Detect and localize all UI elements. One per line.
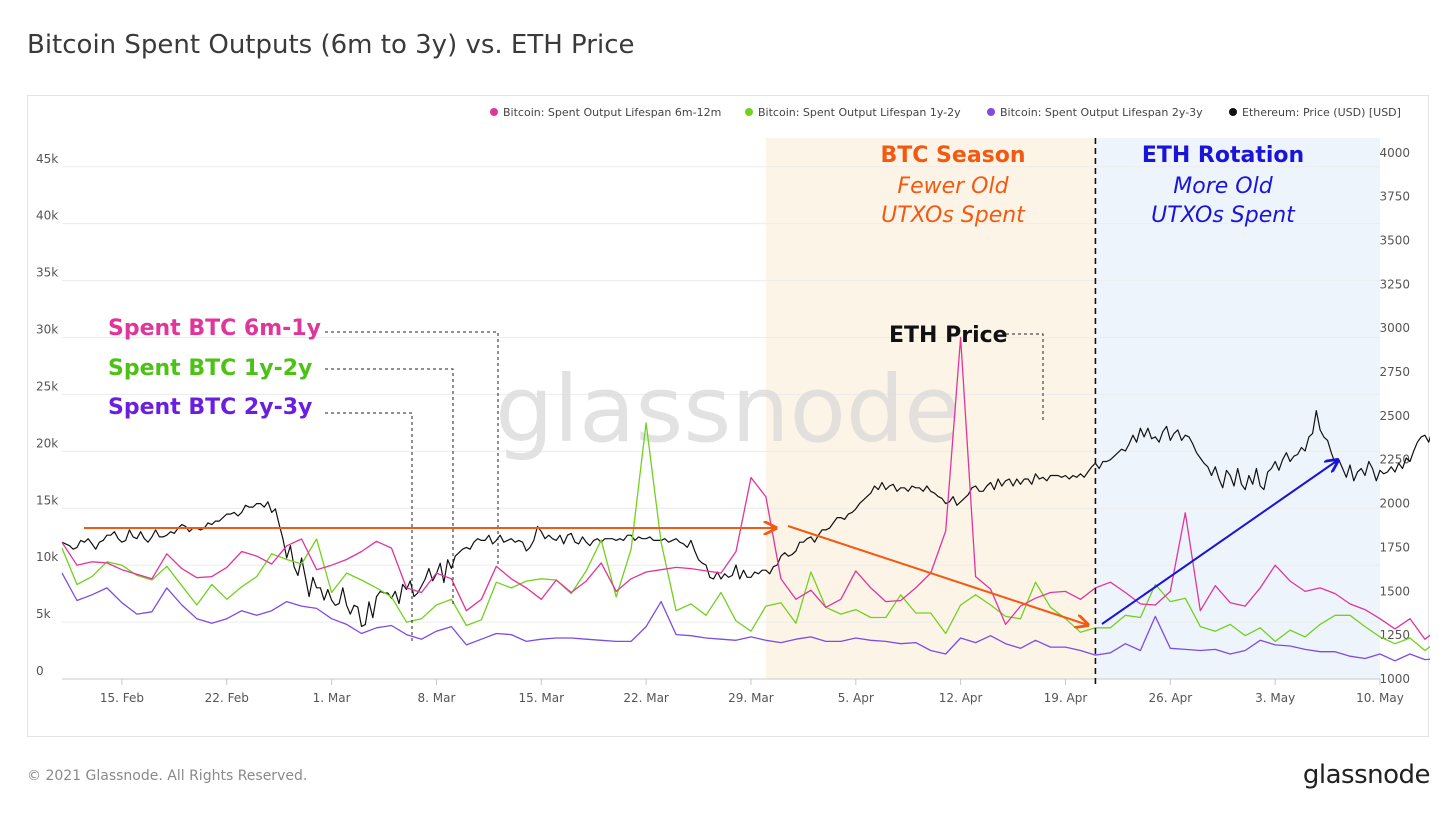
shaded-region-eth-rotation <box>1095 138 1380 679</box>
x-tick-label: 26. Apr <box>1148 691 1192 705</box>
page-title: Bitcoin Spent Outputs (6m to 3y) vs. ETH… <box>27 30 635 60</box>
y-left-tick-label: 20k <box>36 436 58 450</box>
y-right-tick-label: 3500 <box>1379 233 1410 247</box>
legend-swatch <box>490 108 498 116</box>
legend-item[interactable]: Bitcoin: Spent Output Lifespan 2y-3y <box>987 106 1203 119</box>
y-right-tick-label: 3250 <box>1379 277 1410 291</box>
footer-copyright: © 2021 Glassnode. All Rights Reserved. <box>27 768 308 784</box>
callout-line-eth-price <box>1006 333 1044 421</box>
y-left-tick-label: 35k <box>36 266 58 280</box>
legend-swatch <box>745 108 753 116</box>
x-tick-label: 22. Mar <box>623 691 669 705</box>
btc-season-line2: UTXOs Spent <box>881 203 1026 228</box>
btc-season-title: BTC Season <box>880 143 1025 168</box>
y-left-tick-label: 45k <box>36 152 58 166</box>
legend-item[interactable]: Bitcoin: Spent Output Lifespan 1y-2y <box>745 106 961 119</box>
annotations: Spent BTC 6m-1y Spent BTC 1y-2y Spent BT… <box>84 143 1338 641</box>
callout-line-2y3y <box>325 412 413 641</box>
y-right-tick-label: 1750 <box>1379 540 1410 554</box>
y-right-tick-label: 2750 <box>1379 365 1410 379</box>
arrow-orange-down <box>787 525 1088 625</box>
btc-season-line1: Fewer Old <box>897 174 1009 199</box>
y-right-tick-label: 3750 <box>1379 190 1410 204</box>
legend-label: Bitcoin: Spent Output Lifespan 2y-3y <box>1000 106 1203 119</box>
x-tick-label: 15. Feb <box>100 691 144 705</box>
legend-label: Bitcoin: Spent Output Lifespan 1y-2y <box>758 106 961 119</box>
x-tick-label: 15. Mar <box>518 691 564 705</box>
x-tick-label: 3. May <box>1255 691 1295 705</box>
y-right-tick-label: 2250 <box>1379 453 1410 467</box>
label-eth-price: ETH Price <box>889 323 1008 348</box>
shaded-regions <box>765 138 1380 679</box>
x-tick-label: 29. Mar <box>728 691 774 705</box>
grid-lines <box>62 166 1380 680</box>
legend[interactable]: Bitcoin: Spent Output Lifespan 6m-12m Bit… <box>490 106 1401 119</box>
legend-label: Ethereum: Price (USD) [USD] <box>1242 106 1401 119</box>
eth-rotation-line2: UTXOs Spent <box>1151 203 1296 228</box>
y-left-tick-label: 5k <box>36 607 51 621</box>
legend-item[interactable]: Ethereum: Price (USD) [USD] <box>1229 106 1401 119</box>
y-right-tick-label: 1000 <box>1379 672 1410 686</box>
legend-item[interactable]: Bitcoin: Spent Output Lifespan 6m-12m <box>490 106 721 119</box>
legend-swatch <box>987 108 995 116</box>
y-right-tick-label: 1500 <box>1379 584 1410 598</box>
y-right-tick-label: 2000 <box>1379 497 1410 511</box>
y-left-tick-label: 25k <box>36 379 58 393</box>
y-left-tick-label: 30k <box>36 323 58 337</box>
x-tick-label: 5. Apr <box>838 691 874 705</box>
y-axis-left: 0 5k 10k 15k 20k 25k 30k 35k 40k 45k <box>36 152 58 678</box>
label-spent-6m1y: Spent BTC 6m-1y <box>108 316 321 341</box>
chart-svg: glassnode 0 5k 10k 15k 20k 25k 30k 35k 40k 45k 10… <box>36 106 1430 705</box>
x-tick-label: 1. Mar <box>313 691 351 705</box>
series-6m-12m-line <box>61 336 1430 640</box>
y-right-tick-label: 2500 <box>1379 409 1410 423</box>
y-right-tick-label: 4000 <box>1379 146 1410 160</box>
y-right-tick-label: 3000 <box>1379 321 1410 335</box>
y-right-tick-label: 1250 <box>1379 628 1410 642</box>
y-left-tick-label: 10k <box>36 550 58 564</box>
x-tick-label: 22. Feb <box>205 691 249 705</box>
eth-rotation-title: ETH Rotation <box>1142 143 1304 168</box>
footer-logo: glassnode <box>1302 760 1431 790</box>
series-eth-price-line <box>61 410 1430 627</box>
label-spent-1y2y: Spent BTC 1y-2y <box>108 356 312 381</box>
label-spent-2y3y: Spent BTC 2y-3y <box>108 395 312 420</box>
x-axis: 15. Feb 22. Feb 1. Mar 8. Mar 15. Mar 22. Mar… <box>62 678 1404 705</box>
callout-line-1y2y <box>325 368 454 606</box>
x-tick-label: 12. Apr <box>939 691 983 705</box>
shaded-region-btc-season <box>765 138 1096 679</box>
series-lines <box>61 138 1430 688</box>
y-left-tick-label: 0 <box>36 664 44 678</box>
eth-rotation-line1: More Old <box>1173 174 1273 199</box>
chart-frame: glassnode 0 5k 10k 15k 20k 25k 30k 35k 40k 45k 10… <box>27 95 1430 737</box>
series-1y-2y-line <box>61 422 1430 652</box>
arrow-blue-up <box>1101 460 1338 625</box>
legend-swatch <box>1229 108 1237 116</box>
y-left-tick-label: 40k <box>36 209 58 223</box>
legend-label: Bitcoin: Spent Output Lifespan 6m-12m <box>503 106 721 119</box>
x-tick-label: 19. Apr <box>1044 691 1088 705</box>
series-2y-3y-line <box>61 572 1430 662</box>
x-tick-label: 8. Mar <box>417 691 455 705</box>
watermark: glassnode <box>495 356 961 463</box>
y-left-tick-label: 15k <box>36 493 58 507</box>
y-axis-right: 1000 1250 1500 1750 2000 2250 2500 2750 3000 3250… <box>1379 146 1410 686</box>
x-tick-label: 10. May <box>1356 691 1404 705</box>
